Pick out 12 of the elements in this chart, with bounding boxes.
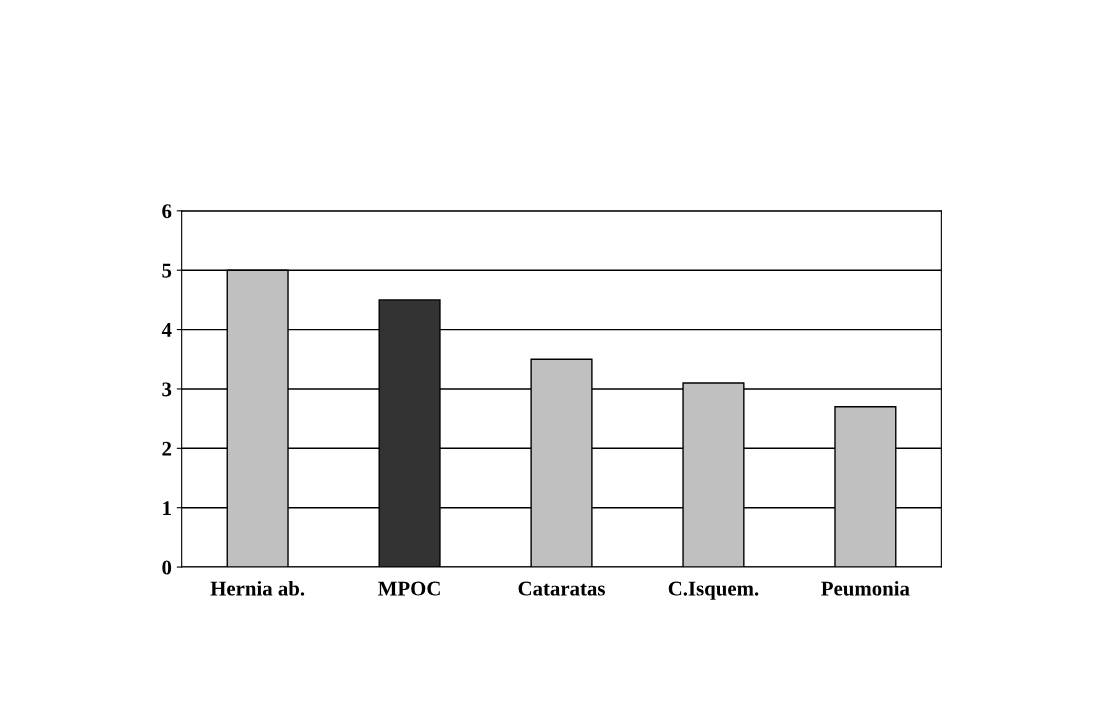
y-tick-label: 2 xyxy=(162,441,172,456)
y-tick-label: 0 xyxy=(162,560,172,575)
y-tick-label: 4 xyxy=(161,323,172,337)
x-tick-label: Hernia ab. xyxy=(210,580,305,596)
y-tick-label: 1 xyxy=(163,501,171,515)
x-tick-label: Peumonia xyxy=(821,580,910,596)
y-tick-label: 5 xyxy=(162,263,172,278)
x-tick-label: Cataratas xyxy=(518,581,605,596)
y-tick-label: 6 xyxy=(162,204,172,219)
y-tick-label: 3 xyxy=(162,382,172,397)
x-tick-label: C.Isquem. xyxy=(668,581,759,600)
x-tick-label: MPOC xyxy=(378,581,440,596)
